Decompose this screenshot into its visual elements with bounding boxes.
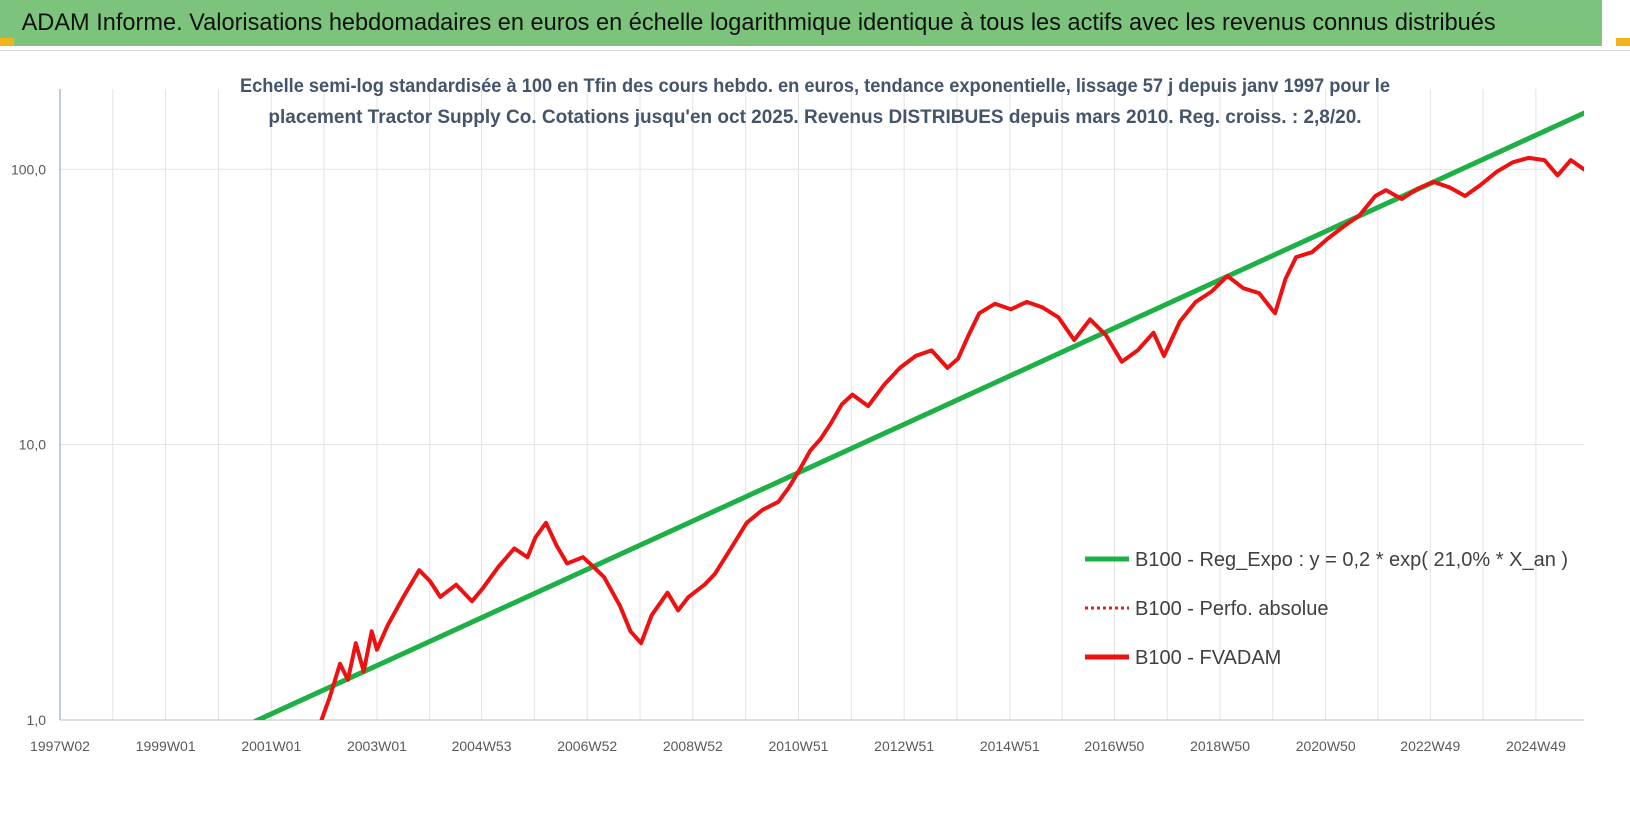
axis-layer: 1,0 10,0 100,0 1997W02 1999W01 2001W01 2003W01…	[11, 89, 1584, 754]
corner-marker-right	[1616, 38, 1630, 46]
legend-item-fvadam: B100 - FVADAM	[1085, 647, 1281, 669]
y-tick-label: 1,0	[27, 712, 47, 728]
legend-item-regression: B100 - Reg_Expo : y = 0,2 * exp( 21,0% *…	[1085, 549, 1568, 571]
legend-label: B100 - Perfo. absolue	[1135, 598, 1328, 620]
fvadam-line	[319, 155, 1584, 720]
legend-label: B100 - FVADAM	[1135, 647, 1281, 669]
subtitle-line: placement Tractor Supply Co. Cotations j…	[268, 107, 1361, 128]
y-tick-label: 100,0	[11, 161, 46, 177]
x-tick-label: 1999W01	[136, 738, 196, 754]
x-tick-label: 2014W51	[980, 738, 1040, 754]
x-tick-label: 2004W53	[452, 738, 512, 754]
x-tick-label: 2006W52	[557, 738, 617, 754]
legend-label: B100 - Reg_Expo : y = 0,2 * exp( 21,0% *…	[1135, 549, 1568, 571]
legend: B100 - Reg_Expo : y = 0,2 * exp( 21,0% *…	[1085, 549, 1568, 669]
x-tick-label: 2003W01	[347, 738, 407, 754]
subtitle-line: Echelle semi-log standardisée à 100 en T…	[240, 76, 1390, 97]
x-tick-label: 1997W02	[30, 738, 90, 754]
report-title-banner: ADAM Informe. Valorisations hebdomadaire…	[0, 0, 1602, 46]
chart-subtitle: Echelle semi-log standardisée à 100 en T…	[240, 76, 1390, 128]
x-tick-label: 2024W49	[1506, 738, 1566, 754]
x-tick-label: 2018W50	[1190, 738, 1250, 754]
x-tick-label: 2012W51	[874, 738, 934, 754]
legend-item-perfo-absolue: B100 - Perfo. absolue	[1085, 598, 1328, 620]
grid-layer	[59, 89, 1584, 721]
x-tick-label: 2001W01	[241, 738, 301, 754]
y-tick-label: 10,0	[19, 437, 46, 453]
log-chart: 1,0 10,0 100,0 1997W02 1999W01 2001W01 2003W01…	[11, 76, 1584, 754]
regression-line	[253, 110, 1584, 720]
corner-marker-left	[0, 38, 14, 46]
x-tick-label: 2020W50	[1296, 738, 1356, 754]
series-layer	[253, 110, 1584, 720]
x-tick-label: 2022W49	[1400, 738, 1460, 754]
x-tick-label: 2016W50	[1084, 738, 1144, 754]
x-tick-label: 2008W52	[663, 738, 723, 754]
chart-area: 1,0 10,0 100,0 1997W02 1999W01 2001W01 2003W01…	[0, 50, 1630, 815]
x-tick-label: 2010W51	[769, 738, 829, 754]
